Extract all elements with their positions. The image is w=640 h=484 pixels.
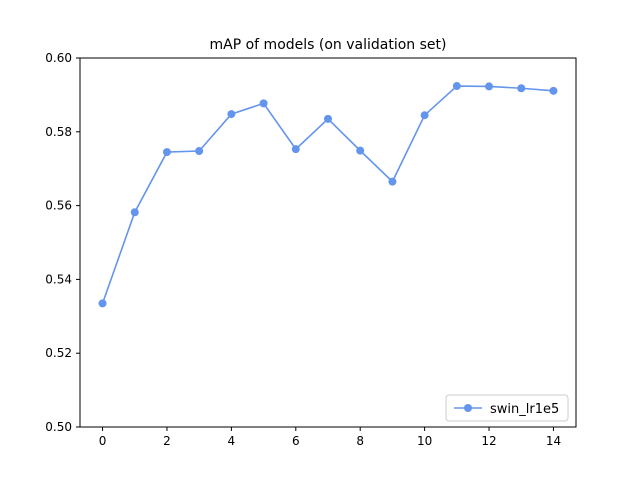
data-point bbox=[388, 177, 397, 186]
x-tick-label: 12 bbox=[481, 434, 496, 448]
data-point bbox=[227, 110, 236, 119]
series-layer bbox=[98, 82, 558, 308]
data-point bbox=[195, 146, 204, 155]
y-tick-label: 0.50 bbox=[45, 420, 72, 434]
data-point bbox=[130, 208, 139, 217]
data-point bbox=[452, 82, 461, 91]
x-tick-label: 2 bbox=[163, 434, 171, 448]
y-tick-label: 0.60 bbox=[45, 51, 72, 65]
y-tick-label: 0.52 bbox=[45, 346, 72, 360]
x-tick-label: 10 bbox=[417, 434, 432, 448]
data-point bbox=[259, 99, 268, 108]
legend-marker-swatch bbox=[464, 404, 472, 412]
data-point bbox=[291, 145, 300, 154]
data-point bbox=[517, 84, 526, 93]
y-tick-label: 0.56 bbox=[45, 199, 72, 213]
legend-label: swin_lr1e5 bbox=[490, 402, 559, 417]
x-tick-label: 4 bbox=[228, 434, 236, 448]
x-tick-label: 0 bbox=[99, 434, 107, 448]
data-point bbox=[549, 86, 558, 95]
data-point bbox=[324, 114, 332, 123]
x-tick-label: 8 bbox=[356, 434, 364, 448]
data-point bbox=[420, 111, 429, 120]
y-tick-label: 0.54 bbox=[45, 272, 72, 286]
data-point bbox=[485, 82, 494, 91]
data-point bbox=[162, 148, 171, 157]
legend-box bbox=[445, 394, 569, 422]
x-tick-label: 6 bbox=[292, 434, 300, 448]
axes-frame bbox=[79, 57, 577, 428]
data-point bbox=[98, 299, 107, 308]
axes: 0 2 4 6 8 10 12 14 0.50 0.52 0.54 0.56 0.58 0.60 bbox=[45, 51, 561, 448]
x-tick-label: 14 bbox=[546, 434, 561, 448]
legend: swin_lr1e5 bbox=[445, 394, 569, 422]
y-tick-label: 0.58 bbox=[45, 125, 72, 139]
data-point bbox=[356, 146, 365, 155]
chart-title: mAP of models (on validation set) bbox=[210, 37, 447, 53]
